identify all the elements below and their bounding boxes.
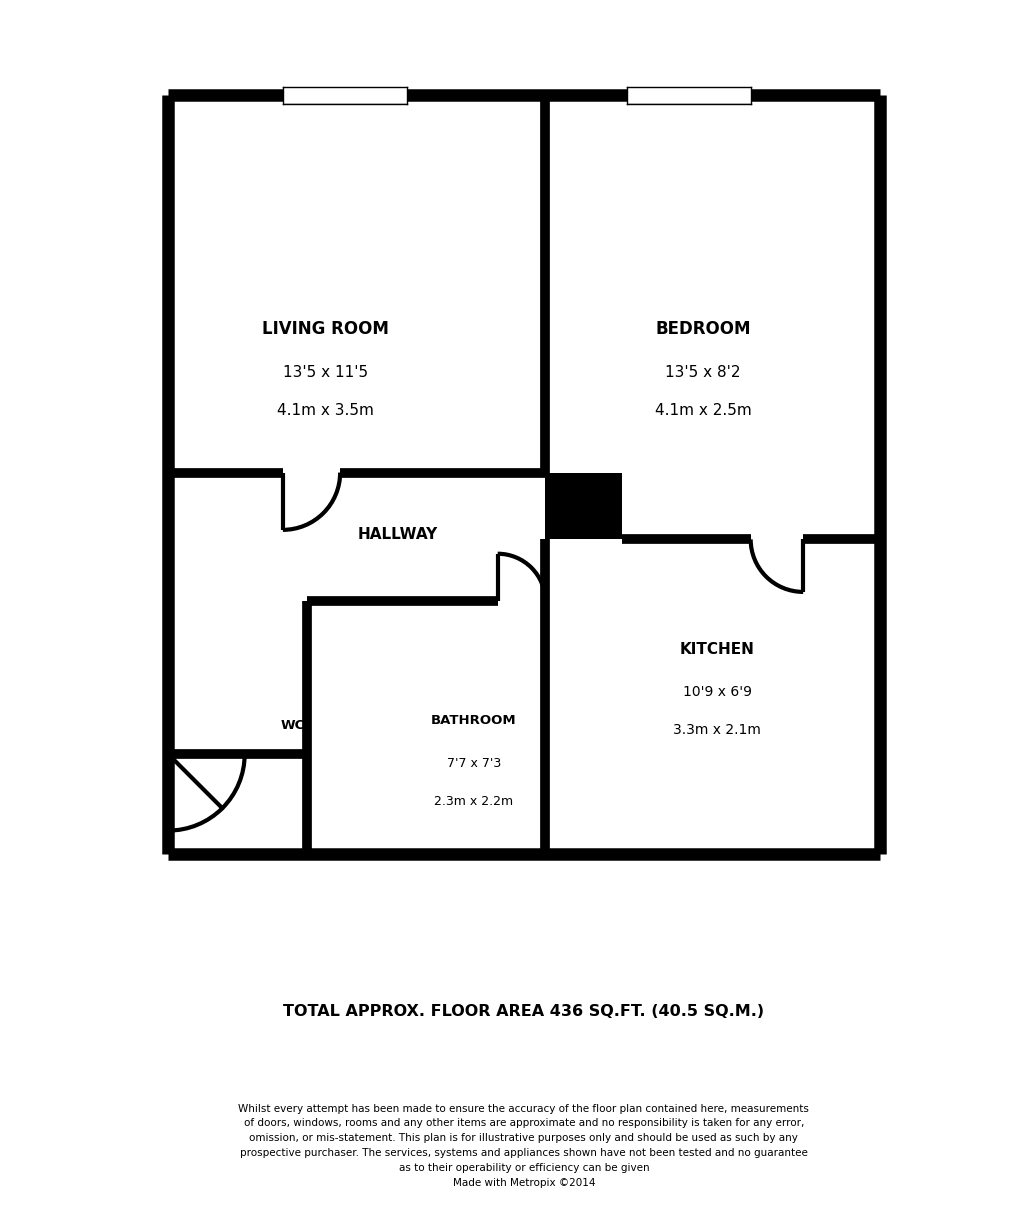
Text: 4.1m x 2.5m: 4.1m x 2.5m <box>654 403 752 418</box>
Text: BATHROOM: BATHROOM <box>431 715 517 727</box>
Text: 10'9 x 6'9: 10'9 x 6'9 <box>683 686 752 699</box>
Text: 4.1m x 3.5m: 4.1m x 3.5m <box>278 403 375 418</box>
Bar <box>283 87 407 104</box>
Text: Whilst every attempt has been made to ensure the accuracy of the floor plan cont: Whilst every attempt has been made to en… <box>239 1103 809 1188</box>
Text: 3.3m x 2.1m: 3.3m x 2.1m <box>674 723 761 737</box>
Text: KITCHEN: KITCHEN <box>680 642 755 656</box>
Text: LIVING ROOM: LIVING ROOM <box>262 320 389 338</box>
Text: 7'7 x 7'3: 7'7 x 7'3 <box>446 758 501 770</box>
Text: 2.3m x 2.2m: 2.3m x 2.2m <box>434 796 513 809</box>
Text: HALLWAY: HALLWAY <box>357 527 437 543</box>
Text: TOTAL APPROX. FLOOR AREA 436 SQ.FT. (40.5 SQ.M.): TOTAL APPROX. FLOOR AREA 436 SQ.FT. (40.… <box>284 1004 765 1019</box>
Bar <box>546 473 622 539</box>
Text: 13'5 x 8'2: 13'5 x 8'2 <box>666 365 740 380</box>
Bar <box>627 87 751 104</box>
Text: WC: WC <box>281 719 304 732</box>
Text: BEDROOM: BEDROOM <box>655 320 751 338</box>
Text: 13'5 x 11'5: 13'5 x 11'5 <box>284 365 369 380</box>
